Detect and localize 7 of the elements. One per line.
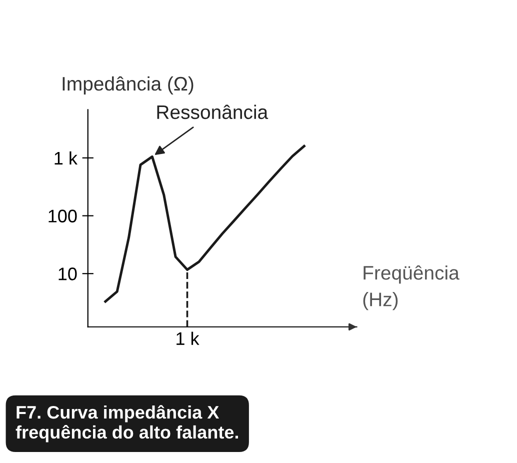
text: F7. Curva impedância X frequência do alto falante. <box>16 405 238 442</box>
y-tick-label: 100 <box>48 210 77 222</box>
annotation: Ressonância <box>157 104 268 120</box>
y-tick-label: 1 k <box>54 151 78 164</box>
y-tick-label: 10 <box>58 268 77 280</box>
y-axis-title: Impedância (Ω) <box>62 76 194 95</box>
x-axis-title: Freqüência (Hz) <box>363 265 460 310</box>
